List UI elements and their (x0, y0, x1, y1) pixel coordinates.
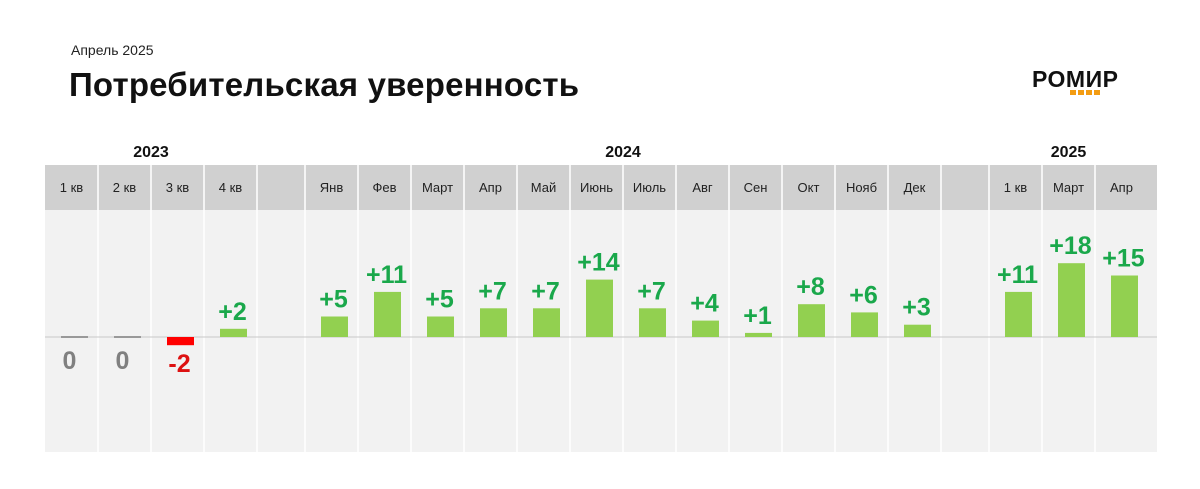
data-bar (533, 308, 560, 337)
data-label: +5 (319, 286, 348, 314)
year-label: 2025 (1051, 144, 1087, 161)
data-bar (692, 320, 719, 337)
data-bar (61, 336, 88, 338)
data-bar (586, 279, 613, 337)
data-bar (114, 336, 141, 338)
category-tick-label: 4 кв (219, 180, 243, 195)
data-bar (904, 324, 931, 337)
data-label: +1 (743, 302, 772, 330)
category-tick-label: Июль (633, 180, 666, 195)
data-bar (798, 304, 825, 337)
data-label: -2 (168, 350, 190, 378)
data-label: +18 (1049, 232, 1092, 260)
category-tick-label: Март (1053, 180, 1084, 195)
category-tick-label: Апр (479, 180, 502, 195)
data-label: +3 (902, 294, 931, 322)
data-bar (639, 308, 666, 337)
data-label: +7 (478, 277, 507, 305)
logo-text: РОМИР (1032, 66, 1119, 92)
data-label: +7 (531, 277, 560, 305)
category-tick-label: Апр (1110, 180, 1133, 195)
category-tick-label: Сен (744, 180, 768, 195)
category-tick-label: Янв (320, 180, 344, 195)
romir-logo: РОМИР (1032, 66, 1142, 100)
logo-dots-icon (1070, 90, 1100, 95)
data-label: +7 (637, 277, 666, 305)
data-label: +14 (577, 249, 620, 277)
data-label: +15 (1102, 245, 1145, 273)
data-bar (220, 328, 247, 337)
data-bar (1058, 263, 1085, 337)
page-title: Потребительская уверенность (69, 66, 580, 103)
year-label: 2024 (605, 144, 641, 161)
data-label: +11 (997, 261, 1038, 289)
data-bar (167, 337, 194, 346)
data-bar (851, 312, 878, 337)
data-label: +5 (425, 286, 454, 314)
month-header-row (45, 165, 1157, 210)
category-tick-label: 1 кв (60, 180, 84, 195)
data-label: +11 (366, 261, 407, 289)
category-tick-label: Март (422, 180, 453, 195)
category-tick-label: Нояб (846, 180, 877, 195)
data-bar (427, 316, 454, 337)
category-tick-label: 2 кв (113, 180, 137, 195)
data-bar (374, 291, 401, 337)
category-tick-label: Фев (372, 180, 396, 195)
data-label: +6 (849, 281, 878, 309)
data-bar (480, 308, 507, 337)
category-tick-label: 1 кв (1004, 180, 1028, 195)
data-bar (321, 316, 348, 337)
data-bar (745, 332, 772, 337)
page-subtitle: Апрель 2025 (71, 42, 154, 58)
data-label: +2 (218, 298, 247, 326)
data-label: 0 (63, 347, 77, 375)
category-tick-label: Дек (904, 180, 926, 195)
category-tick-label: Май (531, 180, 556, 195)
category-tick-label: Окт (798, 180, 820, 195)
data-bar (1111, 275, 1138, 337)
category-tick-label: 3 кв (166, 180, 190, 195)
category-tick-label: Июнь (580, 180, 613, 195)
data-label: +8 (796, 273, 825, 301)
data-label: +4 (690, 290, 719, 318)
year-label: 2023 (133, 144, 169, 161)
data-bar (1005, 291, 1032, 337)
category-tick-label: Авг (692, 180, 713, 195)
data-label: 0 (116, 347, 130, 375)
